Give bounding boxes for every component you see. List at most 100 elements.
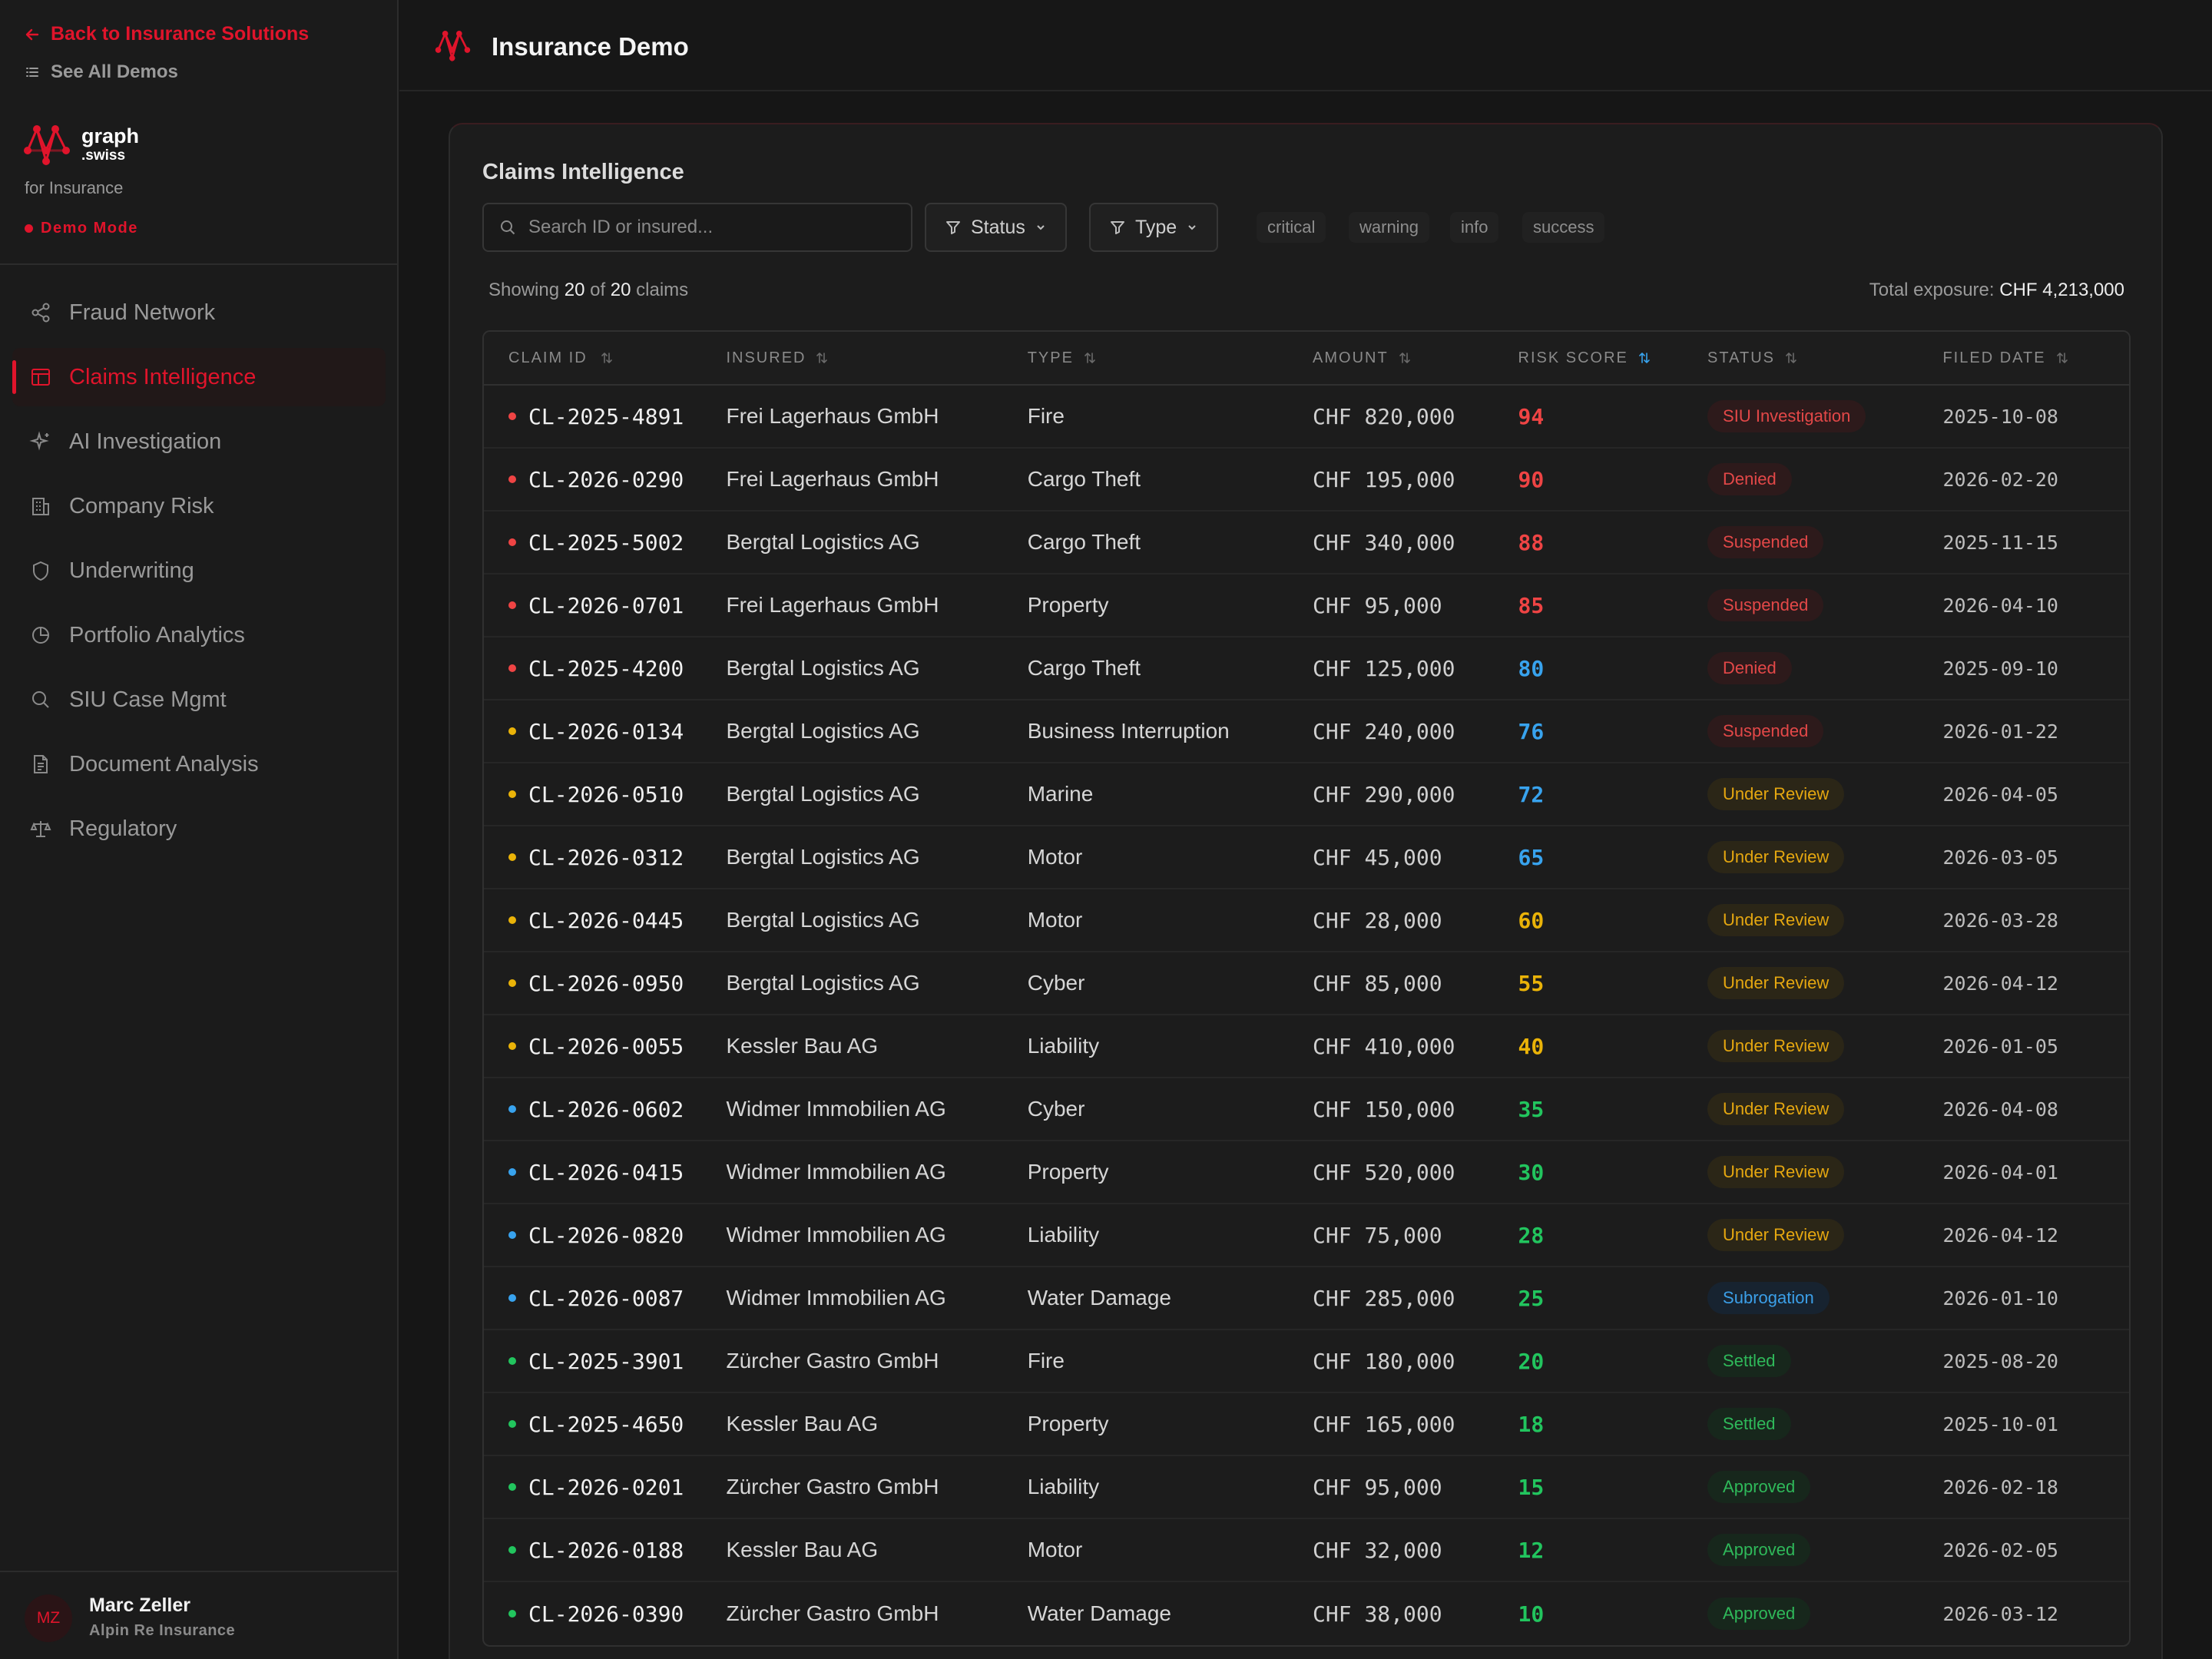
search-box[interactable] bbox=[482, 203, 912, 252]
table-row[interactable]: CL-2026-0415 Widmer Immobilien AG Property… bbox=[484, 1141, 2129, 1204]
sidebar-item-label: Underwriting bbox=[69, 558, 194, 583]
column-header-amount[interactable]: AMOUNT bbox=[1313, 349, 1518, 367]
risk-score: 35 bbox=[1518, 1096, 1545, 1122]
severity-dot-icon bbox=[508, 601, 516, 609]
table-row[interactable]: CL-2025-5002 Bergtal Logistics AG Cargo Th… bbox=[484, 512, 2129, 575]
insured-name: Bergtal Logistics AG bbox=[726, 656, 920, 680]
risk-cell: 76 bbox=[1518, 719, 1708, 744]
column-header-risk-score[interactable]: RISK SCORE bbox=[1518, 349, 1708, 367]
sidebar-item-siu-case-mgmt[interactable]: SIU Case Mgmt bbox=[12, 671, 386, 729]
status-badge: Under Review bbox=[1707, 1156, 1845, 1188]
table-row[interactable]: CL-2026-0445 Bergtal Logistics AG Motor CHF… bbox=[484, 889, 2129, 952]
user-profile[interactable]: MZ Marc Zeller Alpin Re Insurance bbox=[0, 1571, 397, 1659]
type-cell: Property bbox=[1028, 593, 1313, 618]
search-icon bbox=[501, 220, 515, 235]
table-body: CL-2025-4891 Frei Lagerhaus GmbH Fire CHF 8… bbox=[484, 386, 2129, 1645]
type-filter-button[interactable]: Type bbox=[1089, 203, 1219, 252]
type-cell: Property bbox=[1028, 1160, 1313, 1184]
table-row[interactable]: CL-2026-0087 Widmer Immobilien AG Water Da… bbox=[484, 1267, 2129, 1330]
status-cell: Under Review bbox=[1707, 1219, 1942, 1251]
filed-date: 2025-11-15 bbox=[1942, 531, 2058, 554]
column-header-status[interactable]: STATUS bbox=[1707, 349, 1942, 367]
demo-mode-badge: Demo Mode bbox=[25, 220, 138, 237]
chip-info[interactable]: info bbox=[1450, 212, 1499, 243]
see-all-demos-link[interactable]: See All Demos bbox=[25, 61, 178, 83]
sort-icon bbox=[2056, 353, 2068, 363]
claim-amount: CHF 520,000 bbox=[1313, 1159, 1455, 1185]
search-input[interactable] bbox=[528, 217, 897, 238]
claim-id-cell: CL-2025-5002 bbox=[484, 530, 726, 555]
filed-date: 2026-03-05 bbox=[1942, 846, 2058, 869]
insured-cell: Zürcher Gastro GmbH bbox=[726, 1475, 1027, 1499]
sidebar-item-company-risk[interactable]: Company Risk bbox=[12, 477, 386, 535]
insured-cell: Bergtal Logistics AG bbox=[726, 845, 1027, 869]
table-row[interactable]: CL-2026-0290 Frei Lagerhaus GmbH Cargo The… bbox=[484, 449, 2129, 512]
amount-cell: CHF 180,000 bbox=[1313, 1349, 1518, 1374]
column-header-claim-id[interactable]: CLAIM ID bbox=[484, 349, 726, 367]
avatar: MZ bbox=[25, 1594, 72, 1642]
claim-amount: CHF 290,000 bbox=[1313, 781, 1455, 807]
sidebar-item-fraud-network[interactable]: Fraud Network bbox=[12, 283, 386, 342]
claim-type: Property bbox=[1027, 593, 1109, 617]
severity-dot-icon bbox=[508, 1610, 516, 1618]
chip-critical[interactable]: critical bbox=[1257, 212, 1326, 243]
sidebar-item-portfolio-analytics[interactable]: Portfolio Analytics bbox=[12, 606, 386, 664]
filed-date: 2026-04-10 bbox=[1942, 594, 2058, 617]
sidebar-item-underwriting[interactable]: Underwriting bbox=[12, 541, 386, 600]
status-cell: Approved bbox=[1707, 1598, 1942, 1630]
table-row[interactable]: CL-2026-0950 Bergtal Logistics AG Cyber CHF… bbox=[484, 952, 2129, 1015]
claim-id: CL-2026-0201 bbox=[528, 1474, 684, 1500]
insured-cell: Bergtal Logistics AG bbox=[726, 971, 1027, 995]
brand-subtitle: for Insurance bbox=[25, 178, 124, 197]
insured-name: Widmer Immobilien AG bbox=[726, 1160, 946, 1184]
claim-id: CL-2026-0188 bbox=[528, 1537, 684, 1563]
back-link[interactable]: Back to Insurance Solutions bbox=[25, 23, 309, 45]
table-row[interactable]: CL-2026-0055 Kessler Bau AG Liability CHF 4… bbox=[484, 1015, 2129, 1078]
table-row[interactable]: CL-2026-0602 Widmer Immobilien AG Cyber CHF… bbox=[484, 1078, 2129, 1141]
status-filter-button[interactable]: Status bbox=[925, 203, 1067, 252]
insured-cell: Widmer Immobilien AG bbox=[726, 1160, 1027, 1184]
status-cell: Suspended bbox=[1707, 526, 1942, 558]
amount-cell: CHF 28,000 bbox=[1313, 908, 1518, 933]
table-row[interactable]: CL-2026-0390 Zürcher Gastro GmbH Water Dam… bbox=[484, 1582, 2129, 1645]
risk-score: 72 bbox=[1518, 781, 1545, 807]
table-row[interactable]: CL-2025-3901 Zürcher Gastro GmbH Fire CHF 1… bbox=[484, 1330, 2129, 1393]
risk-cell: 80 bbox=[1518, 656, 1708, 681]
column-header-filed-date[interactable]: FILED DATE bbox=[1942, 349, 2129, 367]
table-row[interactable]: CL-2026-0134 Bergtal Logistics AG Business… bbox=[484, 700, 2129, 763]
table-row[interactable]: CL-2026-0510 Bergtal Logistics AG Marine CH… bbox=[484, 763, 2129, 826]
sidebar-item-document-analysis[interactable]: Document Analysis bbox=[12, 735, 386, 793]
chip-warning[interactable]: warning bbox=[1349, 212, 1430, 243]
table-row[interactable]: CL-2025-4200 Bergtal Logistics AG Cargo Th… bbox=[484, 637, 2129, 700]
claim-id-cell: CL-2026-0087 bbox=[484, 1286, 726, 1311]
sidebar-item-ai-investigation[interactable]: AI Investigation bbox=[12, 412, 386, 471]
column-header-insured[interactable]: INSURED bbox=[726, 349, 1027, 367]
status-cell: Under Review bbox=[1707, 1156, 1942, 1188]
sidebar-item-regulatory[interactable]: Regulatory bbox=[12, 800, 386, 858]
claim-id-cell: CL-2026-0701 bbox=[484, 593, 726, 618]
table-row[interactable]: CL-2025-4891 Frei Lagerhaus GmbH Fire CHF 8… bbox=[484, 386, 2129, 449]
type-cell: Motor bbox=[1028, 845, 1313, 869]
filed-date: 2026-03-28 bbox=[1942, 909, 2058, 932]
column-header-type[interactable]: TYPE bbox=[1028, 349, 1313, 367]
table-row[interactable]: CL-2026-0820 Widmer Immobilien AG Liabilit… bbox=[484, 1204, 2129, 1267]
table-row[interactable]: CL-2025-4650 Kessler Bau AG Property CHF 16… bbox=[484, 1393, 2129, 1456]
claim-id-cell: CL-2026-0055 bbox=[484, 1034, 726, 1059]
claim-type: Cargo Theft bbox=[1027, 656, 1141, 680]
sidebar-item-claims-intelligence[interactable]: Claims Intelligence bbox=[12, 348, 386, 406]
filed-date: 2026-01-05 bbox=[1942, 1035, 2058, 1058]
brand-logo[interactable]: graph .swiss bbox=[23, 121, 139, 167]
insured-cell: Widmer Immobilien AG bbox=[726, 1097, 1027, 1121]
chip-success[interactable]: success bbox=[1522, 212, 1605, 243]
amount-cell: CHF 195,000 bbox=[1313, 467, 1518, 492]
table-row[interactable]: CL-2026-0201 Zürcher Gastro GmbH Liability… bbox=[484, 1456, 2129, 1519]
pie-chart-icon bbox=[32, 627, 49, 644]
amount-cell: CHF 820,000 bbox=[1313, 404, 1518, 429]
table-row[interactable]: CL-2026-0188 Kessler Bau AG Motor CHF 32,00… bbox=[484, 1519, 2129, 1582]
insured-name: Zürcher Gastro GmbH bbox=[726, 1349, 939, 1373]
table-row[interactable]: CL-2026-0312 Bergtal Logistics AG Motor CHF… bbox=[484, 826, 2129, 889]
result-count: Showing 20 of 20 claims bbox=[488, 280, 689, 300]
date-cell: 2026-03-05 bbox=[1942, 846, 2129, 869]
table-row[interactable]: CL-2026-0701 Frei Lagerhaus GmbH Property C… bbox=[484, 575, 2129, 637]
graph-logo-icon bbox=[24, 125, 70, 166]
